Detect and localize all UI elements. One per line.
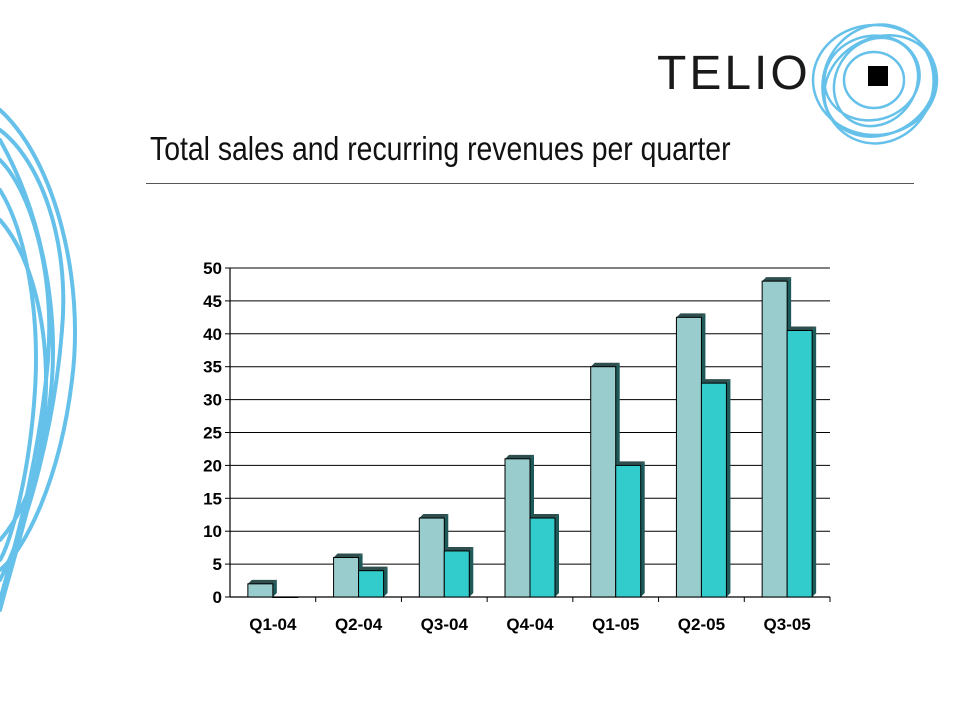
bar-top-shade bbox=[505, 454, 534, 459]
bar-top-shade bbox=[590, 362, 620, 367]
bar-top-shade bbox=[615, 461, 645, 466]
bar-Q3-04-series2 bbox=[443, 550, 470, 598]
bar-top-shade bbox=[787, 326, 817, 331]
bar-top-shade bbox=[419, 514, 449, 519]
title-divider bbox=[146, 183, 914, 184]
bar-Q1-04-series1 bbox=[247, 583, 274, 598]
bar-Q3-05-series1 bbox=[761, 280, 788, 598]
bar-side-shade bbox=[555, 514, 559, 597]
bar-Q4-04-series2 bbox=[529, 517, 556, 598]
y-tick-label: 30 bbox=[203, 391, 222, 410]
bar-Q3-05-series2 bbox=[786, 330, 813, 598]
bar-side-shade bbox=[272, 579, 277, 597]
bar-top-shade bbox=[358, 566, 388, 571]
bar-Q4-04-series1 bbox=[504, 458, 531, 598]
page-title: Total sales and recurring revenues per q… bbox=[150, 130, 731, 167]
y-tick-label: 20 bbox=[203, 456, 222, 475]
bar-side-shade bbox=[812, 326, 817, 597]
bar-Q2-05-series2 bbox=[700, 382, 727, 598]
logo-rings-icon bbox=[811, 23, 939, 145]
x-tick-label: Q4-04 bbox=[506, 615, 554, 634]
x-tick-label: Q2-04 bbox=[335, 615, 383, 634]
y-tick-label: 10 bbox=[203, 522, 222, 541]
y-tick-label: 5 bbox=[213, 555, 222, 574]
bar-Q3-04-series1 bbox=[418, 517, 445, 598]
bar-top-shade bbox=[444, 546, 474, 551]
bar-Q1-05-series2 bbox=[615, 464, 642, 598]
bar-top-shade bbox=[762, 277, 792, 282]
logo-wordmark: TELIO bbox=[657, 47, 811, 100]
bar-top-shade bbox=[530, 514, 559, 519]
bar-Q1-04-series2 bbox=[272, 596, 299, 598]
y-tick-label: 50 bbox=[203, 259, 222, 278]
x-tick-label: Q1-05 bbox=[592, 615, 639, 634]
y-tick-label: 40 bbox=[203, 325, 222, 344]
x-tick-label: Q3-05 bbox=[764, 615, 811, 634]
bar-Q2-04-series2 bbox=[358, 570, 385, 598]
decorative-swirl-left bbox=[0, 108, 77, 612]
x-tick-label: Q2-05 bbox=[678, 615, 725, 634]
x-tick-label: Q3-04 bbox=[421, 615, 469, 634]
bar-top-shade bbox=[247, 579, 277, 584]
y-tick-label: 25 bbox=[203, 424, 222, 443]
y-tick-label: 45 bbox=[203, 292, 222, 311]
x-tick-label: Q1-04 bbox=[249, 615, 297, 634]
bar-Q2-04-series1 bbox=[333, 557, 360, 598]
y-tick-label: 0 bbox=[213, 588, 222, 607]
bar-Q1-05-series1 bbox=[590, 366, 617, 598]
bar-side-shade bbox=[726, 379, 731, 597]
bar-side-shade bbox=[469, 546, 474, 597]
bar-side-shade bbox=[640, 461, 645, 597]
y-tick-label: 35 bbox=[203, 358, 222, 377]
bar-top-shade bbox=[333, 553, 363, 558]
bar-side-shade bbox=[383, 566, 388, 597]
bar-chart: 0 5 10 15 20 25 30 35 40 45 50 Q1-04 Q2-04 Q3-04 Q4-04… bbox=[203, 259, 831, 634]
y-tick-label: 15 bbox=[203, 489, 222, 508]
bar-top-shade bbox=[676, 313, 706, 318]
bar-Q2-05-series1 bbox=[675, 316, 702, 598]
bar-top-shade bbox=[701, 379, 731, 384]
